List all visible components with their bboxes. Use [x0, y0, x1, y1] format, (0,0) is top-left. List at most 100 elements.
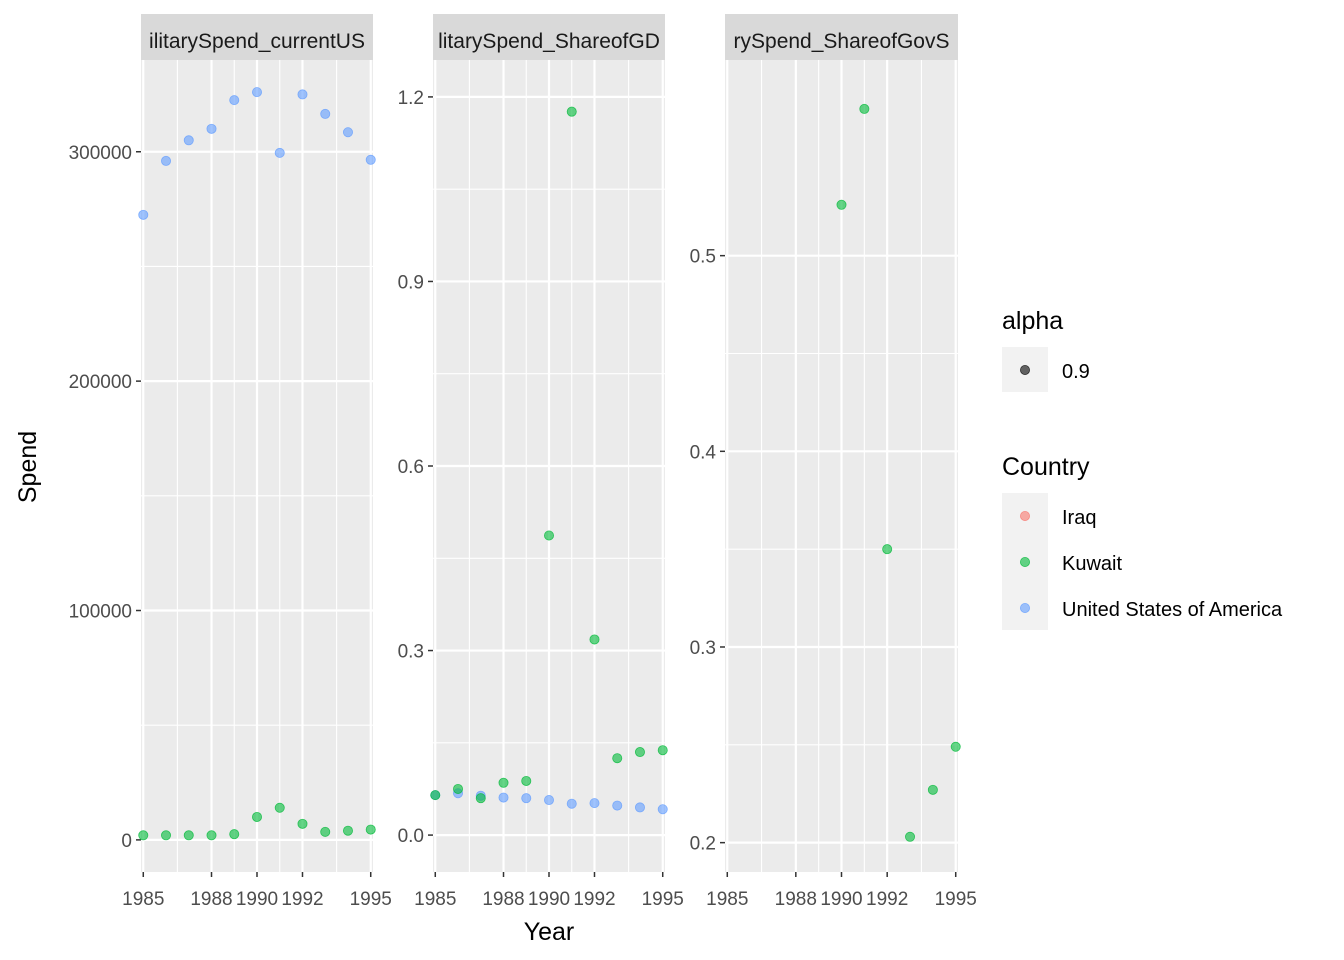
y-tick-label: 0.9 — [398, 272, 424, 293]
data-point — [206, 123, 217, 134]
data-point — [950, 741, 961, 752]
panels: ilitarySpend_currentUS 0 100000 200000 30000… — [69, 14, 977, 910]
y-tick-label: 0.0 — [398, 826, 424, 847]
data-point — [634, 747, 645, 758]
data-point — [251, 87, 262, 98]
y-tick-label: 0.2 — [690, 834, 716, 855]
data-point — [657, 804, 668, 815]
data-point — [183, 135, 194, 146]
data-point — [836, 199, 847, 210]
data-point — [138, 209, 149, 220]
data-point — [475, 793, 486, 804]
series-kuwait — [836, 103, 961, 842]
legend-key-point — [1020, 557, 1031, 568]
data-point — [229, 95, 240, 106]
data-point — [544, 530, 555, 541]
legend-label: 0.9 — [1062, 361, 1090, 383]
x-tick-label: 1985 — [706, 889, 748, 910]
data-point — [161, 830, 172, 841]
data-point — [453, 783, 464, 794]
x-tick-label: 1985 — [414, 889, 456, 910]
facet-strip — [141, 14, 373, 60]
data-point — [612, 753, 623, 764]
series-united-states-of-america — [138, 87, 376, 220]
data-point — [589, 634, 600, 645]
y-tick-label: 0.6 — [398, 457, 424, 478]
data-point — [859, 103, 870, 114]
data-point — [138, 830, 149, 841]
legend-label: Iraq — [1062, 507, 1096, 529]
facet-strip-label: rySpend_ShareofGovS — [734, 30, 950, 53]
data-point — [521, 793, 532, 804]
x-tick-label: 1990 — [528, 889, 570, 910]
facet-strip — [725, 14, 958, 60]
x-tick-label: 1988 — [482, 889, 524, 910]
y-tick-label: 0.3 — [398, 642, 424, 663]
data-point — [274, 147, 285, 158]
data-point — [297, 89, 308, 100]
legend-label: Kuwait — [1062, 553, 1122, 575]
x-tick-label: 1995 — [350, 889, 392, 910]
data-point — [297, 818, 308, 829]
data-point — [498, 792, 509, 803]
y-tick-label: 200000 — [69, 372, 132, 393]
facet-strip-label: ilitarySpend_currentUS — [149, 30, 365, 53]
data-point — [161, 155, 172, 166]
data-point — [521, 775, 532, 786]
x-tick-label: 1988 — [775, 889, 817, 910]
data-point — [229, 829, 240, 840]
data-point — [183, 830, 194, 841]
y-tick-label: 1.2 — [398, 88, 424, 109]
series-kuwait — [138, 802, 376, 841]
x-tick-label: 1988 — [190, 889, 232, 910]
x-tick-label: 1992 — [866, 889, 908, 910]
legend-label: United States of America — [1062, 599, 1283, 621]
data-point — [274, 802, 285, 813]
legend-key-point — [1020, 510, 1031, 521]
data-point — [634, 802, 645, 813]
series-kuwait — [430, 106, 668, 804]
data-point — [430, 790, 441, 801]
y-tick-label: 0.5 — [690, 247, 716, 268]
data-point — [566, 106, 577, 117]
facet-strip-label: litarySpend_ShareofGD — [438, 30, 660, 53]
data-point — [498, 777, 509, 788]
data-point — [365, 154, 376, 165]
legend-key-point — [1020, 603, 1031, 614]
y-tick-label: 0.3 — [690, 638, 716, 659]
x-tick-label: 1992 — [281, 889, 323, 910]
facet-panel-2: litarySpend_ShareofGD 0.0 0.3 0.6 0.9 1.2 1985… — [398, 14, 684, 910]
x-tick-label: 1995 — [642, 889, 684, 910]
data-point — [320, 108, 331, 119]
data-point — [206, 830, 217, 841]
data-point — [365, 824, 376, 835]
data-point — [657, 745, 668, 756]
y-axis-title: Spend — [14, 431, 42, 503]
facet-strip — [433, 14, 665, 60]
x-tick-label: 1995 — [935, 889, 977, 910]
legend: alpha 0.9 Country Iraq Kuwait United States o… — [1002, 307, 1283, 630]
y-tick-label: 300000 — [69, 143, 132, 164]
y-tick-label: 100000 — [69, 602, 132, 623]
y-tick-label: 0.4 — [690, 442, 717, 463]
x-tick-label: 1990 — [236, 889, 278, 910]
x-tick-label: 1985 — [122, 889, 164, 910]
data-point — [544, 795, 555, 806]
data-point — [612, 800, 623, 811]
data-point — [342, 825, 353, 836]
legend-title-alpha: alpha — [1002, 307, 1063, 335]
x-axis-title: Year — [524, 918, 575, 946]
data-point — [927, 784, 938, 795]
data-point — [342, 127, 353, 138]
data-point — [251, 811, 262, 822]
x-tick-label: 1992 — [573, 889, 615, 910]
legend-title-country: Country — [1002, 453, 1090, 481]
data-point — [566, 798, 577, 809]
data-point — [320, 826, 331, 837]
facet-panel-3: rySpend_ShareofGovS 0.2 0.3 0.4 0.5 1985 1988 1… — [690, 14, 977, 910]
data-point — [905, 831, 916, 842]
data-point — [589, 798, 600, 809]
data-point — [882, 544, 893, 555]
facet-panel-1: ilitarySpend_currentUS 0 100000 200000 30000… — [69, 14, 392, 910]
